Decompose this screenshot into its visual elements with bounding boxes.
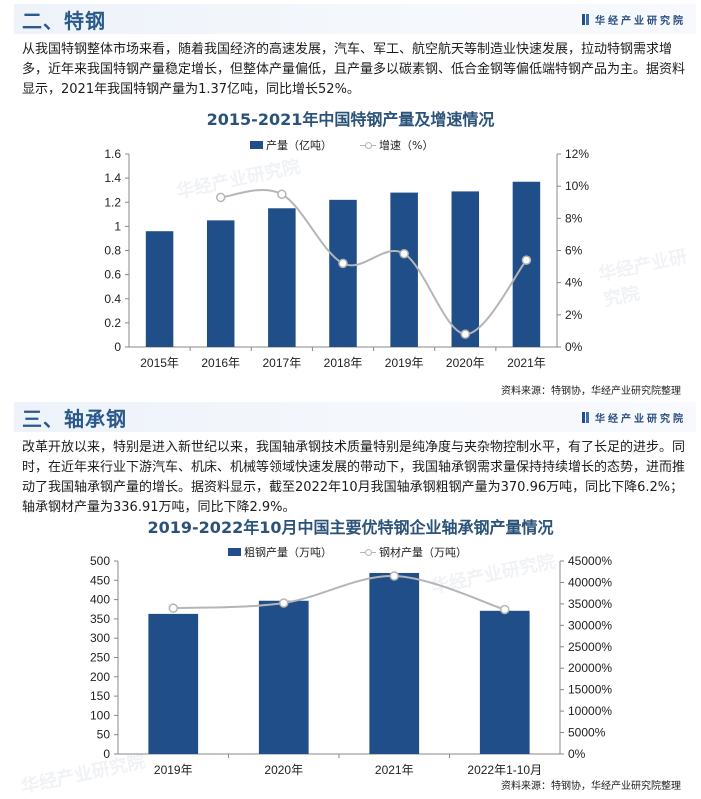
chart-title: 2019-2022年10月中国主要优特钢企业轴承钢产量情况 — [147, 518, 554, 537]
svg-text:0: 0 — [103, 747, 110, 761]
svg-text:450: 450 — [90, 573, 110, 587]
svg-text:2%: 2% — [565, 308, 583, 322]
bar — [145, 231, 174, 347]
svg-text:0: 0 — [114, 340, 121, 354]
section-header-special-steel: 二、特钢 华经产业研究院 — [14, 4, 696, 34]
svg-text:0.2: 0.2 — [104, 316, 121, 330]
svg-text:2020年: 2020年 — [446, 356, 485, 370]
chart-bearing-steel: 0501001502002503003504004505000%5000%100… — [90, 555, 612, 777]
svg-text:0.8: 0.8 — [104, 244, 121, 258]
svg-text:1.2: 1.2 — [104, 195, 121, 209]
bar — [258, 600, 309, 754]
legend-line-marker-icon — [360, 141, 376, 149]
chart-source: 资料来源：特钢协，华经产业研究院整理 — [501, 781, 681, 792]
svg-text:40000%: 40000% — [568, 575, 612, 589]
section-paragraph: 从我国特钢整体市场来看，随着我国经济的高速发展，汽车、军工、航空航天等制造业快速… — [22, 42, 686, 97]
svg-text:6%: 6% — [565, 244, 583, 258]
svg-text:0%: 0% — [568, 747, 586, 761]
svg-text:500: 500 — [90, 555, 110, 568]
svg-text:100: 100 — [90, 708, 110, 722]
legend-item-output: 产量（亿吨） — [250, 137, 332, 153]
svg-text:1.6: 1.6 — [104, 147, 121, 161]
svg-text:2020年: 2020年 — [264, 763, 303, 777]
legend-bar-swatch-icon — [228, 548, 241, 556]
svg-text:200: 200 — [90, 670, 110, 684]
bar — [268, 208, 296, 347]
brand-bars-icon — [582, 411, 589, 423]
svg-text:45000%: 45000% — [568, 555, 612, 568]
svg-text:1.4: 1.4 — [104, 171, 121, 185]
svg-text:350: 350 — [90, 612, 110, 626]
bar — [369, 572, 420, 754]
svg-text:1: 1 — [114, 219, 121, 233]
svg-text:2018年: 2018年 — [324, 356, 363, 370]
legend-line-marker-icon — [360, 548, 376, 556]
section-title: 三、轴承钢 — [22, 406, 127, 431]
legend-item-growth: 增速（%） — [360, 137, 433, 153]
svg-text:0.6: 0.6 — [104, 268, 121, 282]
chart-special-steel: 0 0.2 0.4 0.6 0.8 1 1.2 1.4 1.6 0% 2% 4% 6% 8% 10% 12% 2… — [104, 147, 589, 370]
chart-title: 2015-2021年中国特钢产量及增速情况 — [206, 110, 495, 129]
svg-text:35000%: 35000% — [568, 597, 612, 611]
svg-text:400: 400 — [90, 593, 110, 607]
svg-text:5000%: 5000% — [568, 726, 606, 740]
svg-text:8%: 8% — [565, 211, 583, 225]
svg-text:300: 300 — [90, 631, 110, 645]
svg-text:150: 150 — [90, 689, 110, 703]
svg-text:4%: 4% — [565, 276, 583, 290]
svg-text:2015年: 2015年 — [140, 356, 179, 370]
brand-name: 华经产业研究院 — [595, 15, 686, 27]
svg-text:25000%: 25000% — [568, 640, 612, 654]
svg-text:2017年: 2017年 — [263, 356, 302, 370]
legend-bar-swatch-icon — [250, 141, 263, 149]
svg-text:2019年: 2019年 — [385, 356, 424, 370]
chart-source: 资料来源：特钢协，华经产业研究院整理 — [501, 386, 681, 397]
section-paragraph: 改革开放以来，特别是进入新世纪以来，我国轴承钢技术质量特别是纯净度与夹杂物控制水… — [22, 440, 686, 515]
svg-text:2022年1-10月: 2022年1-10月 — [467, 763, 542, 777]
svg-text:2019年: 2019年 — [154, 763, 193, 777]
svg-text:0%: 0% — [565, 340, 583, 354]
brand-name: 华经产业研究院 — [595, 413, 686, 425]
svg-text:50: 50 — [97, 728, 111, 742]
svg-text:12%: 12% — [565, 147, 589, 161]
bar — [206, 220, 235, 347]
section-header-bearing-steel: 三、轴承钢 华经产业研究院 — [14, 402, 696, 432]
bar — [451, 191, 480, 347]
chart-legend: 粗钢产量（万吨） 钢材产量（万吨） — [228, 544, 467, 560]
svg-text:0.4: 0.4 — [104, 292, 121, 306]
brand-logo: 华经产业研究院 — [582, 410, 686, 425]
section-title: 二、特钢 — [22, 8, 106, 33]
bar — [479, 610, 530, 754]
svg-text:20000%: 20000% — [568, 661, 612, 675]
legend-item-rolled: 钢材产量（万吨） — [360, 544, 467, 560]
svg-text:30000%: 30000% — [568, 618, 612, 632]
svg-text:2016年: 2016年 — [201, 356, 240, 370]
legend-item-crude: 粗钢产量（万吨） — [228, 544, 332, 560]
brand-bars-icon — [582, 13, 589, 25]
chart-legend: 产量（亿吨） 增速（%） — [250, 137, 433, 153]
svg-text:2021年: 2021年 — [507, 356, 546, 370]
svg-text:10%: 10% — [565, 179, 589, 193]
bar — [390, 192, 418, 347]
svg-text:2021年: 2021年 — [375, 763, 414, 777]
brand-logo: 华经产业研究院 — [582, 12, 686, 27]
bar — [148, 613, 199, 754]
svg-text:250: 250 — [90, 651, 110, 665]
svg-text:15000%: 15000% — [568, 683, 612, 697]
bar — [329, 199, 357, 347]
svg-text:10000%: 10000% — [568, 704, 612, 718]
